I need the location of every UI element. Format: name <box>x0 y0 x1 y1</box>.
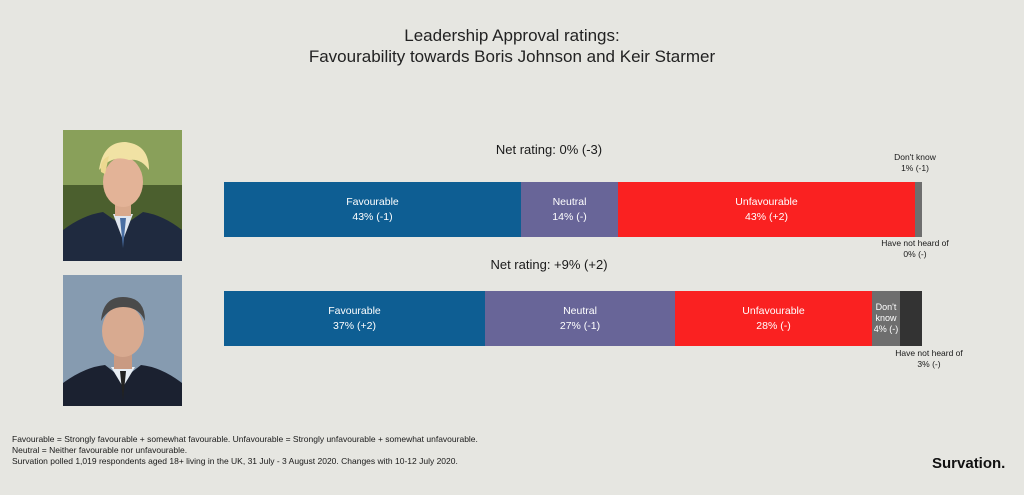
dont-know-note-label: Don't know <box>894 152 936 162</box>
not-heard-note-johnson: Have not heard of 0% (-) <box>860 238 970 260</box>
bar-segment-neutral: Neutral 27% (-1) <box>485 291 675 346</box>
bar-segment-favourable: Favourable 37% (+2) <box>224 291 485 346</box>
bar-segment-dont-know: Don't know 4% (-) <box>872 291 900 346</box>
bar-segment-neutral: Neutral 14% (-) <box>521 182 618 237</box>
stacked-bar-starmer: Favourable 37% (+2) Neutral 27% (-1) Unfavou… <box>224 291 922 346</box>
segment-label: Unfavourable <box>735 195 798 208</box>
segment-value: 37% (+2) <box>333 319 376 332</box>
not-heard-note-value: 0% (-) <box>903 249 927 259</box>
bar-segment-not-heard <box>900 291 922 346</box>
segment-value: 4% (-) <box>873 324 899 334</box>
not-heard-note-value: 3% (-) <box>917 359 941 369</box>
footer-definition-line: Favourable = Strongly favourable + somew… <box>12 434 478 444</box>
footer-neutral-line: Neutral = Neither favourable nor unfavou… <box>12 445 188 455</box>
bar-segment-unfavourable: Unfavourable 28% (-) <box>675 291 872 346</box>
segment-label: Don't know <box>875 302 897 323</box>
segment-value: 43% (+2) <box>745 210 788 223</box>
net-rating-johnson: Net rating: 0% (-3) <box>495 142 603 157</box>
stacked-bar-johnson: Favourable 43% (-1) Neutral 14% (-) Unfavour… <box>224 182 922 237</box>
segment-value: 28% (-) <box>756 319 791 332</box>
dont-know-note-johnson: Don't know 1% (-1) <box>870 152 960 174</box>
footer-methodology-line: Survation polled 1,019 respondents aged … <box>12 456 458 466</box>
dont-know-note-value: 1% (-1) <box>901 163 929 173</box>
chart-title-line2: Favourability towards Boris Johnson and … <box>308 47 716 66</box>
bar-segment-unfavourable: Unfavourable 43% (+2) <box>618 182 915 237</box>
segment-label: Favourable <box>346 195 399 208</box>
segment-label: Unfavourable <box>742 304 805 317</box>
segment-value: 27% (-1) <box>559 319 601 332</box>
not-heard-note-label: Have not heard of <box>881 238 949 248</box>
survation-logo: Survation. <box>932 455 1006 472</box>
bar-segment-dont-know <box>915 182 922 237</box>
segment-label: Neutral <box>563 304 597 317</box>
not-heard-note-starmer: Have not heard of 3% (-) <box>874 348 984 370</box>
chart-title-line1: Leadership Approval ratings: <box>404 26 620 45</box>
segment-label: Neutral <box>552 195 587 208</box>
segment-label: Favourable <box>328 304 381 317</box>
boris-johnson-photo <box>63 130 182 261</box>
not-heard-note-label: Have not heard of <box>895 348 963 358</box>
segment-value: 43% (-1) <box>352 210 393 223</box>
bar-segment-favourable: Favourable 43% (-1) <box>224 182 521 237</box>
keir-starmer-photo <box>63 275 182 406</box>
segment-value: 14% (-) <box>552 210 587 223</box>
net-rating-starmer: Net rating: +9% (+2) <box>490 257 608 272</box>
